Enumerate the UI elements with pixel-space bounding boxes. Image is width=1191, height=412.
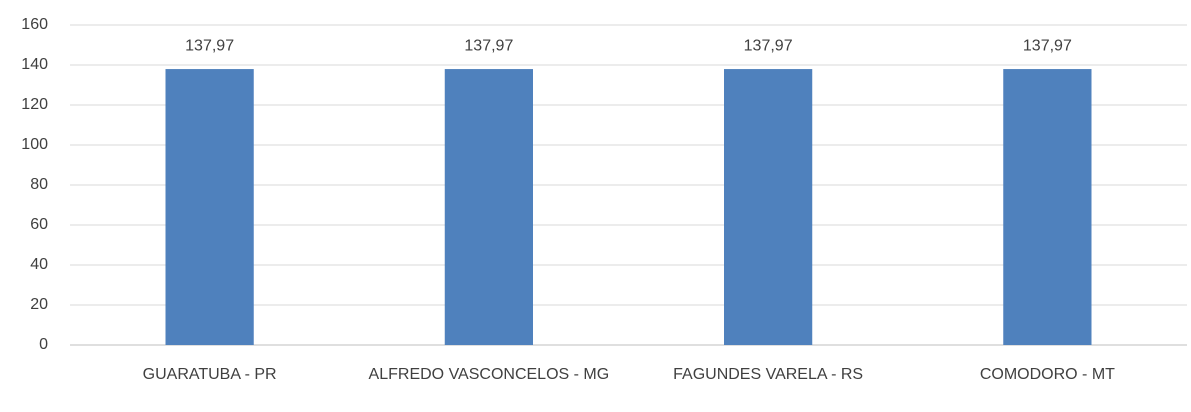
y-tick-label: 140	[21, 56, 48, 73]
data-label: 137,97	[1023, 37, 1072, 54]
x-tick-label: COMODORO - MT	[979, 366, 1115, 383]
data-label: 137,97	[744, 37, 793, 54]
y-tick-label: 20	[30, 296, 48, 313]
y-tick-label: 160	[21, 16, 48, 33]
x-tick-label: GUARATUBA - PR	[142, 366, 277, 383]
y-tick-label: 0	[39, 336, 48, 353]
x-tick-label: FAGUNDES VARELA - RS	[673, 366, 864, 383]
y-tick-label: 100	[21, 136, 48, 153]
x-tick-label: ALFREDO VASCONCELOS - MG	[368, 366, 610, 383]
y-tick-label: 80	[30, 176, 48, 193]
y-tick-label: 120	[21, 96, 48, 113]
bar	[724, 69, 813, 345]
data-label: 137,97	[464, 37, 513, 54]
bar	[1003, 69, 1092, 345]
bar	[444, 69, 533, 345]
y-tick-label: 40	[30, 256, 48, 273]
bar	[165, 69, 254, 345]
y-tick-label: 60	[30, 216, 48, 233]
data-label: 137,97	[185, 37, 234, 54]
